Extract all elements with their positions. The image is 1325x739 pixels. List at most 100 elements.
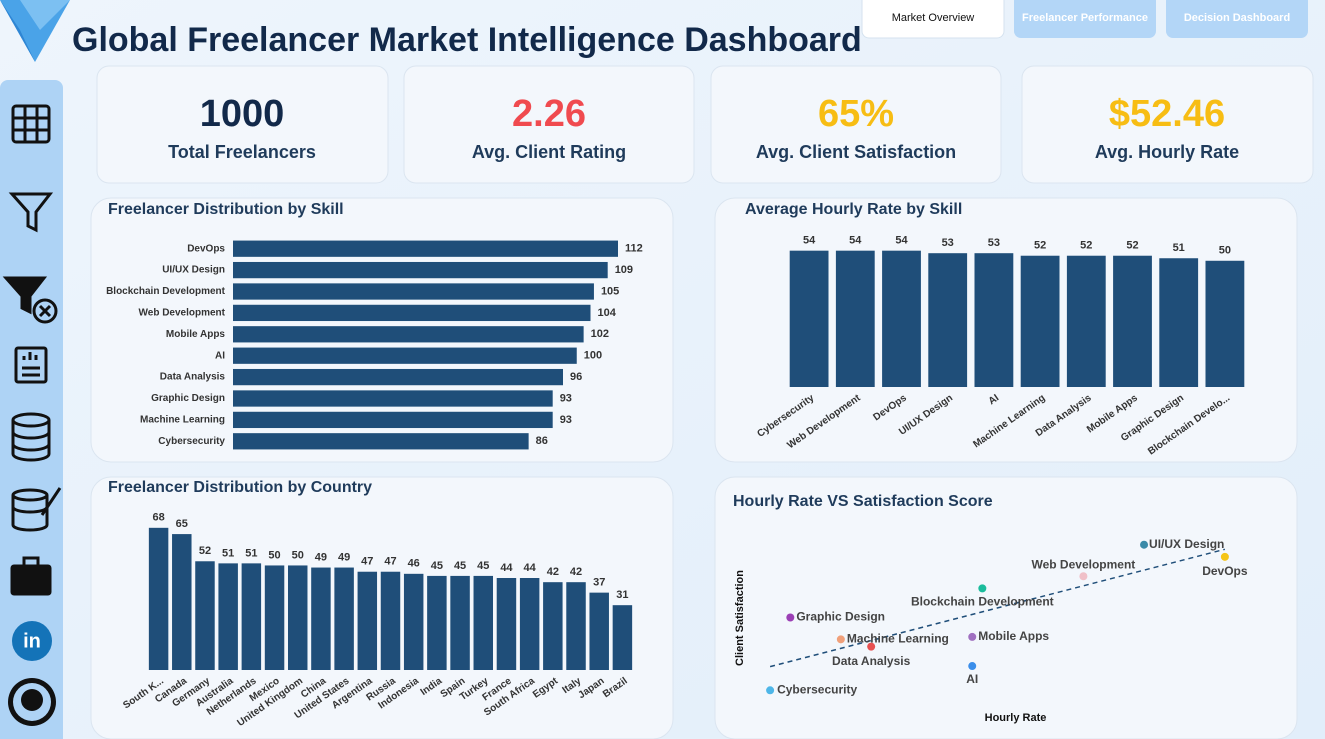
scatter-point — [968, 632, 977, 641]
bar — [566, 582, 586, 670]
value-label: 45 — [431, 560, 443, 572]
value-label: 93 — [560, 392, 572, 404]
value-label: 49 — [315, 551, 327, 563]
bar — [148, 527, 169, 670]
kpi-card — [96, 65, 389, 184]
category-label: Blockchain Development — [106, 286, 226, 297]
sidebar-icons — [2, 104, 62, 596]
value-label: 54 — [849, 235, 862, 247]
bar — [1113, 255, 1152, 387]
value-label: 46 — [408, 558, 420, 570]
category-label: UI/UX Design — [162, 265, 225, 276]
clear-filter-icon[interactable] — [2, 276, 58, 324]
bar — [233, 390, 553, 407]
scatter-point — [786, 613, 795, 622]
value-label: 68 — [152, 512, 164, 524]
tab-label[interactable]: Freelancer Performance — [1022, 12, 1148, 24]
value-label: 45 — [454, 560, 466, 572]
bar — [195, 561, 215, 670]
github-icon[interactable] — [8, 678, 56, 726]
table-icon[interactable] — [11, 104, 51, 144]
bar — [974, 253, 1014, 387]
value-label: 93 — [560, 414, 572, 426]
report-icon[interactable] — [14, 346, 48, 384]
bar — [233, 283, 594, 300]
value-label: 50 — [268, 549, 280, 561]
value-label: 50 — [1219, 245, 1231, 257]
bar — [233, 368, 563, 386]
bar — [380, 571, 401, 670]
value-label: 47 — [384, 556, 396, 568]
category-label: AI — [215, 350, 225, 361]
kpi-card — [1021, 65, 1314, 184]
value-label: 54 — [803, 235, 816, 247]
tab-button[interactable] — [1166, 0, 1308, 38]
bar — [612, 605, 633, 670]
database-icon[interactable] — [11, 412, 51, 462]
filter-icon[interactable] — [8, 192, 54, 233]
category-label: Mobile Apps — [166, 329, 226, 340]
point-label: DevOps — [1202, 564, 1248, 578]
value-label: 53 — [942, 237, 954, 249]
kpi-card — [403, 65, 695, 184]
bar — [233, 433, 529, 450]
point-label: Web Development — [1031, 557, 1135, 571]
scatter-point — [978, 584, 987, 593]
value-label: 65 — [176, 518, 188, 530]
scatter-point — [1220, 552, 1229, 561]
category-label: Graphic Design — [151, 393, 225, 404]
tab-button[interactable] — [1014, 0, 1156, 38]
bar — [1159, 258, 1199, 387]
point-label: Mobile Apps — [978, 629, 1049, 643]
data-clean-icon[interactable] — [11, 487, 62, 532]
x-axis-title: Hourly Rate — [985, 712, 1047, 724]
linkedin-icon[interactable]: in — [12, 621, 52, 661]
point-label: Machine Learning — [847, 632, 949, 646]
category-label: Data Analysis — [160, 372, 226, 383]
kpi-card — [710, 65, 1002, 184]
bar — [233, 240, 618, 257]
chart-title: Average Hourly Rate by Skill — [745, 201, 962, 218]
linkedin-glyph: in — [23, 630, 41, 652]
category-label: Machine Learning — [140, 415, 225, 426]
tab-button[interactable] — [861, 0, 1005, 39]
scatter-point — [766, 686, 775, 695]
bar — [450, 575, 470, 670]
point-label: UI/UX Design — [1149, 537, 1224, 551]
bar — [334, 567, 354, 670]
value-label: 47 — [361, 556, 373, 568]
tab-label[interactable]: Market Overview — [892, 12, 975, 24]
kpi-label: Avg. Client Satisfaction — [756, 142, 956, 162]
value-label: 37 — [593, 577, 605, 589]
bar — [287, 565, 308, 670]
bar — [519, 578, 540, 670]
kpi-value: 1000 — [200, 93, 285, 135]
tab-label[interactable]: Decision Dashboard — [1184, 12, 1290, 24]
trend-line — [769, 548, 1226, 668]
bar — [1205, 260, 1245, 387]
chart-title: Freelancer Distribution by Skill — [108, 201, 344, 218]
kpi-value: $52.46 — [1109, 93, 1225, 135]
point-label: Graphic Design — [796, 610, 885, 624]
scatter-point — [1140, 540, 1149, 549]
bar — [882, 250, 921, 387]
point-label: Data Analysis — [832, 654, 911, 668]
value-label: 52 — [1080, 240, 1092, 252]
scatter-point — [836, 635, 845, 644]
value-label: 53 — [988, 237, 1000, 249]
bar — [789, 250, 829, 387]
scatter-point — [867, 642, 876, 651]
value-label: 105 — [601, 285, 619, 297]
toolbox-icon[interactable] — [10, 556, 52, 596]
bar — [357, 571, 378, 670]
point-label: AI — [966, 672, 978, 686]
bar — [1066, 255, 1106, 387]
value-label: 44 — [524, 562, 537, 574]
bar — [241, 563, 262, 670]
value-label: 49 — [338, 551, 350, 563]
kpi-label: Avg. Client Rating — [472, 142, 626, 162]
chart-title: Freelancer Distribution by Country — [108, 479, 372, 496]
bar — [218, 563, 238, 670]
y-axis-title: Client Satisfaction — [734, 570, 746, 666]
